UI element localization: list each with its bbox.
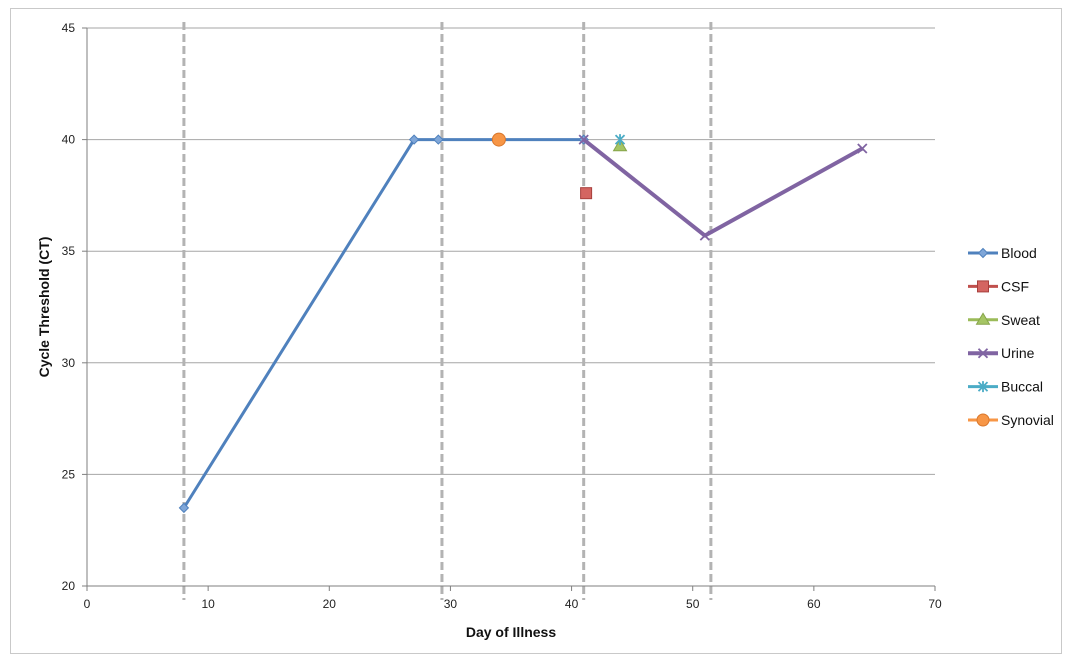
legend-item-urine: Urine	[968, 345, 1035, 361]
series-synovial	[491, 132, 506, 147]
series-line-blood	[182, 138, 584, 509]
legend-marker-blood	[977, 247, 989, 259]
x-tick-label: 0	[84, 597, 91, 611]
legend-label-blood: Blood	[1001, 245, 1037, 261]
y-axis-title: Cycle Threshold (CT)	[36, 237, 52, 378]
chart-frame	[10, 8, 1062, 654]
gridlines	[87, 27, 935, 475]
data-point-csf	[580, 187, 593, 200]
x-tick-label: 40	[565, 597, 579, 611]
legend-marker-urine	[977, 348, 989, 359]
legend-label-urine: Urine	[1001, 345, 1035, 361]
legend-item-sweat: Sweat	[968, 312, 1040, 328]
x-tick-label: 20	[323, 597, 337, 611]
legend-marker-csf	[977, 280, 989, 293]
series-csf	[580, 187, 593, 200]
data-point-blood	[433, 134, 444, 145]
y-tick-label: 25	[62, 467, 76, 481]
legend-item-blood: Blood	[968, 245, 1037, 261]
data-point-urine	[857, 143, 868, 154]
legend-item-synovial: Synovial	[968, 412, 1054, 428]
x-tick-label: 10	[201, 597, 215, 611]
data-point-urine	[578, 134, 589, 145]
data-point-synovial	[491, 132, 506, 147]
y-tick-label: 40	[62, 133, 76, 147]
x-tick-label: 50	[686, 597, 700, 611]
legend-label-buccal: Buccal	[1001, 379, 1043, 395]
y-tick-label: 45	[62, 21, 76, 35]
series-urine	[578, 134, 868, 241]
legend-marker-synovial	[976, 413, 990, 427]
series-blood	[178, 134, 589, 514]
legend: Blood CSF Sweat Urine Buccal Synovial	[968, 245, 1054, 428]
x-tick-label: 30	[444, 597, 458, 611]
legend-item-csf: CSF	[968, 278, 1029, 294]
series-line-urine	[582, 138, 864, 238]
legend-item-buccal: Buccal	[968, 379, 1043, 395]
data-point-blood	[178, 502, 190, 514]
legend-marker-sweat	[975, 312, 991, 325]
axes: 20 25 30 35 40 45 0 10 20 30 40 50 60 70	[62, 21, 942, 611]
series-buccal	[614, 134, 626, 146]
data-point-urine	[699, 230, 710, 241]
legend-label-sweat: Sweat	[1001, 312, 1040, 328]
x-tick-label: 70	[928, 597, 942, 611]
reference-lines	[182, 22, 713, 600]
y-tick-label: 35	[62, 244, 76, 258]
legend-marker-buccal	[977, 381, 989, 393]
data-point-buccal	[614, 134, 626, 146]
legend-label-synovial: Synovial	[1001, 412, 1054, 428]
data-point-sweat	[612, 138, 628, 152]
data-point-blood	[408, 134, 420, 145]
y-tick-label: 30	[62, 356, 76, 370]
series-sweat	[612, 138, 628, 152]
legend-label-csf: CSF	[1001, 278, 1029, 294]
x-tick-label: 60	[807, 597, 821, 611]
x-axis-title: Day of Illness	[466, 624, 556, 640]
y-tick-label: 20	[62, 579, 76, 593]
series-layer	[178, 132, 868, 514]
